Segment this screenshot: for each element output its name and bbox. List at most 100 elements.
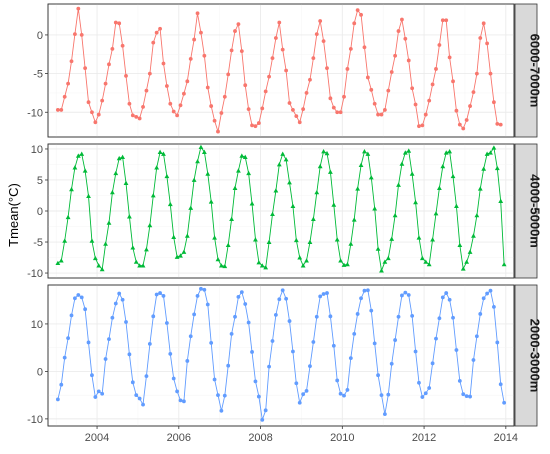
data-point bbox=[464, 259, 470, 264]
data-point bbox=[304, 91, 309, 95]
data-point bbox=[256, 121, 261, 125]
data-point bbox=[73, 32, 77, 37]
data-point bbox=[147, 71, 152, 76]
data-point bbox=[304, 258, 309, 263]
data-point bbox=[410, 86, 415, 91]
data-point bbox=[345, 67, 350, 71]
data-point bbox=[144, 374, 149, 379]
data-point bbox=[314, 32, 319, 37]
data-point bbox=[117, 291, 122, 296]
y-tick-label: 0 bbox=[37, 206, 43, 218]
data-point bbox=[226, 363, 231, 368]
data-point bbox=[96, 389, 101, 394]
data-point bbox=[175, 389, 180, 394]
data-point bbox=[113, 20, 118, 25]
data-point bbox=[192, 312, 197, 317]
panel-border bbox=[47, 284, 515, 427]
data-point bbox=[427, 98, 432, 103]
panel-4000-5000m: 10 5 0 -5 -10 4000-5000m bbox=[27, 143, 543, 280]
data-point bbox=[396, 314, 401, 319]
data-point bbox=[410, 313, 415, 318]
data-point bbox=[301, 392, 306, 397]
data-point bbox=[178, 398, 183, 403]
data-point bbox=[107, 62, 111, 67]
data-point bbox=[168, 351, 173, 356]
data-point bbox=[369, 87, 374, 92]
data-point bbox=[73, 296, 77, 301]
data-point bbox=[276, 162, 282, 167]
data-point bbox=[338, 258, 344, 263]
panel-border bbox=[47, 143, 515, 279]
data-point bbox=[318, 294, 323, 299]
data-point bbox=[59, 108, 64, 112]
data-point bbox=[151, 40, 156, 45]
data-point bbox=[297, 255, 303, 260]
data-point bbox=[144, 88, 149, 93]
data-point bbox=[201, 149, 207, 154]
data-point bbox=[116, 155, 122, 161]
data-point bbox=[236, 22, 241, 27]
data-point bbox=[386, 88, 391, 93]
data-point bbox=[69, 186, 74, 192]
data-point bbox=[460, 266, 466, 271]
data-point bbox=[229, 48, 234, 53]
data-point bbox=[83, 66, 88, 71]
data-point bbox=[491, 145, 497, 150]
panel-6000-7000m: 0 -5 -10 6000-7000m bbox=[27, 3, 543, 138]
data-point bbox=[232, 185, 238, 190]
data-point bbox=[314, 314, 319, 319]
data-point bbox=[144, 247, 149, 252]
data-point bbox=[400, 293, 404, 298]
data-point bbox=[182, 91, 186, 96]
data-point bbox=[501, 261, 507, 267]
data-point bbox=[59, 382, 64, 387]
x-tick-label: 2010 bbox=[330, 432, 354, 444]
data-point bbox=[294, 381, 299, 386]
data-point bbox=[277, 297, 282, 302]
data-point bbox=[498, 122, 503, 127]
data-point bbox=[130, 113, 135, 118]
data-point bbox=[171, 234, 177, 239]
data-point bbox=[362, 288, 367, 293]
data-point bbox=[451, 79, 455, 84]
data-point bbox=[147, 222, 153, 228]
data-point bbox=[120, 154, 126, 159]
data-point bbox=[308, 77, 312, 82]
data-point bbox=[396, 29, 401, 33]
data-point bbox=[250, 123, 254, 128]
y-tick-label: 10 bbox=[31, 319, 43, 331]
data-point bbox=[321, 39, 326, 44]
data-point bbox=[171, 109, 176, 114]
data-point bbox=[300, 263, 306, 268]
data-point bbox=[107, 337, 111, 342]
data-point bbox=[492, 100, 496, 105]
data-point bbox=[447, 297, 452, 302]
data-point bbox=[253, 237, 258, 242]
data-point bbox=[444, 18, 449, 23]
data-point bbox=[481, 21, 486, 26]
data-point bbox=[484, 151, 490, 156]
data-point bbox=[359, 12, 363, 17]
data-point bbox=[75, 153, 81, 158]
data-point bbox=[457, 122, 462, 127]
data-point bbox=[294, 114, 299, 119]
data-point bbox=[308, 364, 312, 369]
data-point bbox=[379, 112, 384, 117]
data-point bbox=[182, 399, 186, 404]
data-point bbox=[430, 82, 435, 87]
data-point bbox=[69, 59, 74, 64]
data-point bbox=[76, 293, 81, 297]
data-point bbox=[178, 253, 183, 258]
data-point bbox=[195, 11, 200, 16]
y-tick-label: -5 bbox=[33, 69, 43, 81]
data-point bbox=[110, 315, 115, 320]
data-point bbox=[212, 118, 217, 123]
data-point bbox=[209, 104, 214, 108]
data-point bbox=[130, 245, 136, 250]
data-point bbox=[239, 49, 244, 54]
data-point bbox=[219, 408, 224, 413]
data-point bbox=[382, 108, 387, 112]
data-point bbox=[188, 205, 194, 210]
data-point bbox=[113, 301, 118, 306]
data-point bbox=[495, 340, 500, 345]
